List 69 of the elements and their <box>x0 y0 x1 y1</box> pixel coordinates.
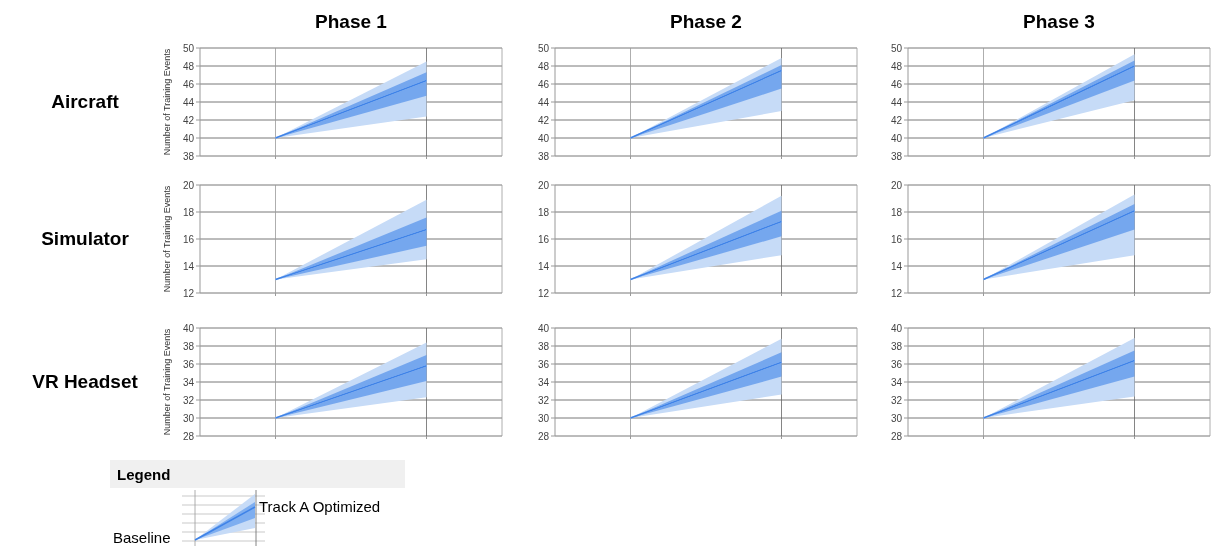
y-tick-label: 20 <box>890 180 903 191</box>
y-tick-label: 18 <box>890 207 903 218</box>
text: Baseline <box>113 529 171 546</box>
y-tick-label: 38 <box>537 341 550 352</box>
y-tick-label: 42 <box>537 115 550 126</box>
y-tick-label: 46 <box>182 79 195 90</box>
y-tick-label: 40 <box>182 323 195 334</box>
y-tick-label: 16 <box>537 234 550 245</box>
y-tick-label: 32 <box>890 395 903 406</box>
text: Legend <box>117 466 171 483</box>
y-tick-label: 36 <box>537 359 550 370</box>
text: Simulator <box>41 228 130 249</box>
y-tick-label: 48 <box>537 61 550 72</box>
y-tick-label: 28 <box>537 431 550 442</box>
y-tick-label: 18 <box>182 207 195 218</box>
chart-title: Phase 2 <box>670 11 742 32</box>
y-tick-label: 50 <box>890 43 903 54</box>
y-tick-label: 12 <box>182 288 195 299</box>
text: Aircraft <box>51 91 120 112</box>
y-tick-label: 36 <box>182 359 195 370</box>
y-tick-label: 32 <box>182 395 195 406</box>
y-tick-label: 38 <box>537 151 550 162</box>
y-tick-label: 34 <box>537 377 550 388</box>
y-tick-label: 40 <box>890 323 903 334</box>
y-tick-label: 44 <box>537 97 550 108</box>
y-tick-label: 42 <box>890 115 903 126</box>
y-tick-label: 36 <box>890 359 903 370</box>
y-axis-title: Number of Training Events <box>162 328 172 436</box>
y-tick-label: 38 <box>890 341 903 352</box>
text: VR Headset <box>32 371 139 392</box>
y-tick-label: 18 <box>537 207 550 218</box>
y-tick-label: 46 <box>537 79 550 90</box>
y-tick-label: 20 <box>182 180 195 191</box>
y-tick-label: 20 <box>537 180 550 191</box>
y-tick-label: 32 <box>537 395 550 406</box>
y-tick-label: 30 <box>890 413 903 424</box>
y-tick-label: 38 <box>890 151 903 162</box>
y-tick-label: 40 <box>890 133 903 144</box>
y-tick-label: 12 <box>890 288 903 299</box>
text: Track A Optimized <box>259 498 381 515</box>
y-tick-label: 16 <box>182 234 195 245</box>
y-tick-label: 14 <box>182 261 195 272</box>
y-tick-label: 12 <box>537 288 550 299</box>
y-tick-label: 14 <box>537 261 550 272</box>
chart-title: Phase 3 <box>1023 11 1095 32</box>
y-axis-title: Number of Training Events <box>162 48 172 156</box>
y-tick-label: 38 <box>182 151 195 162</box>
y-tick-label: 50 <box>537 43 550 54</box>
y-tick-label: 34 <box>890 377 903 388</box>
y-tick-label: 30 <box>537 413 550 424</box>
y-tick-label: 44 <box>182 97 195 108</box>
y-tick-label: 34 <box>182 377 195 388</box>
y-tick-label: 50 <box>182 43 195 54</box>
y-tick-label: 44 <box>890 97 903 108</box>
y-tick-label: 30 <box>182 413 195 424</box>
y-tick-label: 42 <box>182 115 195 126</box>
y-tick-label: 38 <box>182 341 195 352</box>
y-tick-label: 46 <box>890 79 903 90</box>
y-tick-label: 40 <box>182 133 195 144</box>
y-tick-label: 28 <box>182 431 195 442</box>
y-tick-label: 28 <box>890 431 903 442</box>
y-tick-label: 40 <box>537 323 550 334</box>
y-tick-label: 16 <box>890 234 903 245</box>
y-axis-title: Number of Training Events <box>162 185 172 293</box>
y-tick-label: 14 <box>890 261 903 272</box>
y-tick-label: 48 <box>890 61 903 72</box>
chart-title: Phase 1 <box>315 11 388 32</box>
y-tick-label: 40 <box>537 133 550 144</box>
y-tick-label: 48 <box>182 61 195 72</box>
